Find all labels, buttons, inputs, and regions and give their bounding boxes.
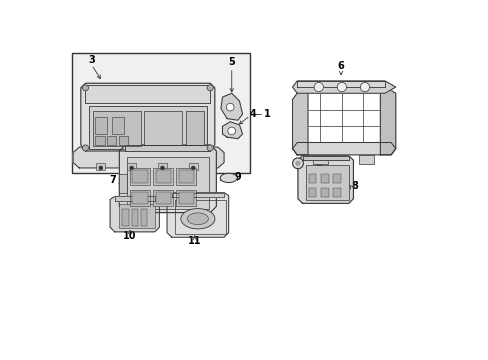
Polygon shape — [73, 147, 224, 168]
Bar — [127, 157, 208, 209]
Circle shape — [82, 145, 88, 151]
Polygon shape — [221, 93, 242, 120]
Bar — [158, 163, 167, 170]
Circle shape — [360, 82, 369, 92]
Text: 1: 1 — [264, 109, 270, 119]
Bar — [176, 168, 196, 185]
Bar — [95, 117, 107, 134]
Polygon shape — [115, 197, 154, 201]
Ellipse shape — [181, 208, 214, 229]
Bar — [132, 170, 147, 183]
Bar — [176, 189, 196, 206]
Polygon shape — [125, 145, 210, 151]
Bar — [107, 136, 116, 145]
Text: 6: 6 — [337, 61, 344, 71]
Bar — [130, 168, 150, 185]
Bar — [88, 106, 207, 149]
Bar — [308, 188, 316, 197]
Bar — [308, 174, 316, 183]
Bar — [127, 163, 136, 170]
Polygon shape — [297, 81, 384, 87]
Bar — [178, 170, 194, 183]
Bar — [85, 85, 210, 103]
Polygon shape — [81, 83, 214, 151]
Text: 7: 7 — [109, 175, 116, 185]
Circle shape — [82, 85, 88, 91]
Bar — [358, 155, 373, 164]
Bar — [178, 192, 194, 204]
Polygon shape — [380, 87, 395, 155]
Bar — [132, 192, 147, 204]
Circle shape — [129, 166, 133, 170]
Bar — [333, 174, 341, 183]
Circle shape — [207, 85, 213, 91]
Polygon shape — [292, 81, 395, 93]
Bar — [119, 174, 127, 193]
Circle shape — [227, 127, 235, 135]
Circle shape — [295, 161, 300, 166]
Circle shape — [313, 82, 323, 92]
Text: 5: 5 — [228, 58, 235, 67]
Bar — [96, 163, 105, 170]
Text: 10: 10 — [123, 231, 137, 241]
Polygon shape — [110, 197, 159, 232]
Bar — [118, 204, 154, 228]
Bar — [118, 136, 127, 145]
Polygon shape — [171, 193, 224, 197]
Bar — [112, 117, 123, 134]
Text: 2: 2 — [314, 158, 321, 168]
Text: 9: 9 — [234, 172, 241, 182]
Bar — [93, 111, 141, 147]
Bar — [131, 209, 138, 226]
Circle shape — [226, 103, 234, 111]
Bar — [153, 168, 173, 185]
Circle shape — [337, 82, 346, 92]
Polygon shape — [302, 156, 348, 160]
Polygon shape — [167, 193, 228, 237]
Text: 11: 11 — [188, 236, 201, 246]
Circle shape — [207, 145, 213, 151]
Bar — [185, 111, 203, 145]
Circle shape — [160, 166, 164, 170]
Bar — [333, 188, 341, 197]
Bar — [155, 170, 171, 183]
Text: 4: 4 — [249, 109, 256, 119]
Circle shape — [292, 158, 303, 169]
Text: 3: 3 — [88, 55, 95, 65]
Text: 8: 8 — [351, 181, 358, 192]
Ellipse shape — [187, 213, 208, 225]
Bar — [95, 136, 104, 145]
Circle shape — [99, 166, 102, 170]
Bar — [122, 209, 128, 226]
Bar — [321, 188, 328, 197]
Ellipse shape — [220, 173, 237, 183]
Polygon shape — [222, 122, 242, 139]
Bar — [143, 111, 182, 145]
Polygon shape — [292, 87, 307, 155]
Bar — [155, 192, 171, 204]
Bar — [305, 165, 348, 200]
Polygon shape — [297, 156, 353, 203]
Polygon shape — [119, 145, 216, 213]
Bar — [71, 53, 250, 172]
Bar — [130, 189, 150, 206]
Bar — [312, 155, 327, 164]
Bar — [321, 174, 328, 183]
Bar — [153, 189, 173, 206]
Circle shape — [191, 166, 195, 170]
Bar — [141, 209, 147, 226]
Bar — [188, 163, 198, 170]
Bar — [174, 200, 225, 234]
Polygon shape — [292, 143, 395, 155]
